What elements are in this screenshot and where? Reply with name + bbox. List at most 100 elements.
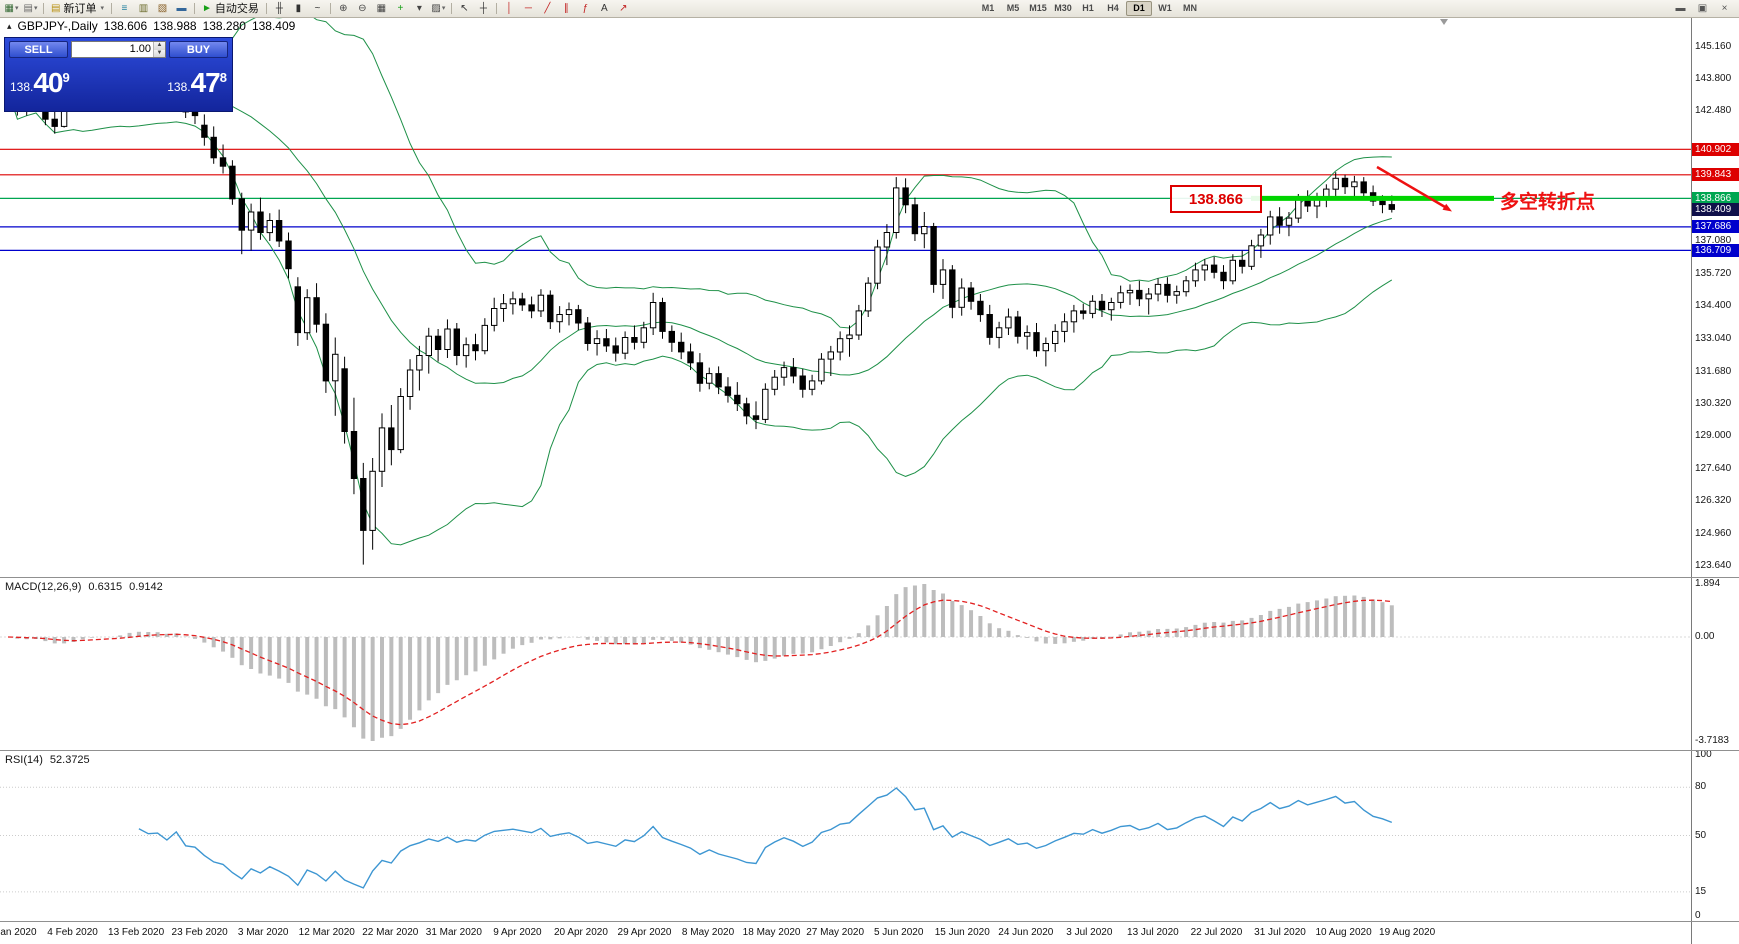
crosshair-icon: ┼	[479, 2, 487, 14]
toolbar-separator	[265, 2, 267, 14]
volume-down-icon[interactable]: ▼	[154, 49, 165, 57]
turning-point-annotation[interactable]: 多空转折点	[1500, 192, 1596, 213]
trendline-icon[interactable]: ╱	[538, 1, 557, 16]
candlestick-chart-icon[interactable]: ▮	[289, 1, 308, 16]
date-axis-splitter[interactable]	[0, 921, 1739, 922]
price-badge: 138.866	[1692, 191, 1739, 205]
restore-chart-icon[interactable]: ▣	[1693, 1, 1712, 16]
bars-chart-icon[interactable]: ╫	[270, 1, 289, 16]
price-tick: 124.960	[1695, 527, 1732, 539]
cursor-icon[interactable]: ↖	[455, 1, 474, 16]
volume-field[interactable]: 1.00 ▲ ▼	[71, 41, 166, 58]
open-value: 138.606	[103, 19, 148, 33]
buy-price-sup: 8	[219, 70, 227, 85]
horizontal-line-icon[interactable]: ─	[519, 1, 538, 16]
date-axis[interactable]: 26 Jan 2020 4 Feb 2020 13 Feb 2020 23 Feb 2…	[0, 922, 1691, 944]
channel-icon[interactable]: ∥	[557, 1, 576, 16]
macd-axis-label: 0.00	[1695, 631, 1715, 642]
toolbar-separator	[329, 2, 331, 14]
toolbar-separator	[110, 2, 112, 14]
buy-price-pips: 47	[190, 67, 221, 98]
rsi-axis-label: 100	[1695, 749, 1712, 760]
timeframe-m30-button[interactable]: M30	[1054, 3, 1072, 13]
minimize-chart-icon[interactable]: ▬	[1671, 1, 1690, 16]
new-order-button[interactable]: ▤ 新订单 ▾	[47, 1, 108, 16]
sell-price-prefix: 138.	[10, 80, 34, 94]
tile-windows-icon[interactable]: ▦	[372, 1, 391, 16]
profiles-icon[interactable]: ▤ ▾	[21, 1, 40, 16]
indicators-add-icon[interactable]: +	[391, 1, 410, 16]
support-price-label[interactable]: 138.866	[1170, 185, 1262, 213]
sell-button[interactable]: SELL	[9, 41, 68, 58]
terminal-icon[interactable]: ▬	[172, 1, 191, 16]
date-label: 26 Jan 2020	[0, 927, 37, 938]
trade-panel-controls: SELL 1.00 ▲ ▼ BUY	[9, 41, 228, 58]
rsi-value: 52.3725	[49, 754, 90, 766]
timeframe-d1-button[interactable]: D1	[1126, 0, 1152, 16]
symbol-period-label: GBPJPY-,Daily	[17, 19, 98, 33]
buy-button[interactable]: BUY	[169, 41, 228, 58]
sell-price: 138. 40 9	[10, 68, 70, 98]
price-badge: 140.902	[1692, 142, 1739, 156]
timeframe-w1-button[interactable]: W1	[1158, 3, 1172, 13]
timeframe-m15-button[interactable]: M15	[1029, 3, 1047, 13]
market-watch-icon: ≡	[121, 2, 128, 14]
zoom-in-icon[interactable]: ⊕	[334, 1, 353, 16]
data-window-icon: ▥	[138, 2, 149, 14]
arrows-icon[interactable]: ↗	[614, 1, 633, 16]
zoom-out-icon[interactable]: ⊖	[353, 1, 372, 16]
timeframe-h1-button[interactable]: H1	[1082, 3, 1094, 13]
data-window-icon[interactable]: ▥	[134, 1, 153, 16]
minimize-chart-icon: ▬	[1675, 2, 1686, 14]
low-value: 138.280	[202, 19, 246, 33]
price-axis[interactable]: 145.160 143.800 142.480 137.080 135.720 134.4…	[1691, 17, 1739, 944]
periods-icon[interactable]: ▾	[410, 1, 429, 16]
templates-icon[interactable]: ▨ ▾	[429, 1, 448, 16]
volume-value[interactable]: 1.00	[129, 43, 151, 55]
price-tick: 123.640	[1695, 559, 1732, 571]
crosshair-icon[interactable]: ┼	[474, 1, 493, 16]
date-label: 3 Jul 2020	[1066, 927, 1113, 938]
rsi-panel-splitter[interactable]	[0, 750, 1739, 751]
fibonacci-icon[interactable]: ƒ	[576, 1, 595, 16]
price-tick: 126.320	[1695, 494, 1732, 506]
navigator-icon[interactable]: ▧	[153, 1, 172, 16]
restore-chart-icon: ▣	[1697, 2, 1708, 14]
macd-axis-label: -3.7183	[1695, 735, 1729, 747]
cursor-icon: ↖	[460, 2, 469, 14]
dropdown-caret-icon: ▾	[441, 5, 446, 12]
autotrading-icon: ►	[201, 2, 212, 14]
timeframe-m1-button[interactable]: M1	[981, 3, 995, 13]
indicators-add-icon: +	[397, 2, 404, 14]
line-chart-icon[interactable]: ~	[308, 1, 327, 16]
timeframe-mn-button[interactable]: MN	[1183, 3, 1197, 13]
date-label: 5 Jun 2020	[873, 927, 924, 938]
timeframe-h4-button[interactable]: H4	[1107, 3, 1119, 13]
new-chart-icon[interactable]: ▦ ▾	[2, 1, 21, 16]
market-watch-icon[interactable]: ≡	[115, 1, 134, 16]
price-tick: 133.040	[1695, 332, 1732, 344]
date-label: 12 Mar 2020	[298, 927, 355, 938]
fibonacci-icon: ƒ	[582, 2, 589, 14]
toolbar-separator	[193, 2, 195, 14]
text-icon: A	[601, 2, 608, 14]
close-chart-icon[interactable]: ×	[1715, 1, 1734, 16]
macd-indicator-label: MACD(12,26,9) 0.6315 0.9142	[5, 581, 163, 593]
one-click-trading-panel: SELL 1.00 ▲ ▼ BUY 138. 40 9 138. 47 8	[4, 37, 233, 112]
timeframe-m5-button[interactable]: M5	[1006, 3, 1020, 13]
autotrading-button[interactable]: ► 自动交易	[198, 1, 263, 16]
date-label: 22 Mar 2020	[362, 927, 419, 938]
chart-ohlc-header: ▴ GBPJPY-,Daily 138.606 138.988 138.280 …	[7, 19, 295, 33]
buy-price: 138. 47 8	[167, 68, 227, 98]
candlestick-chart-icon: ▮	[295, 2, 302, 14]
vertical-line-icon[interactable]: │	[500, 1, 519, 16]
tile-windows-icon: ▦	[376, 2, 387, 14]
date-label: 23 Feb 2020	[171, 927, 228, 938]
one-click-panel-toggle-icon[interactable]: ▴	[7, 20, 12, 31]
macd-panel-splitter[interactable]	[0, 577, 1739, 578]
text-icon[interactable]: A	[595, 1, 614, 16]
zoom-in-icon: ⊕	[339, 2, 348, 14]
volume-up-icon[interactable]: ▲	[154, 42, 165, 50]
price-badge: 138.409	[1692, 202, 1739, 216]
